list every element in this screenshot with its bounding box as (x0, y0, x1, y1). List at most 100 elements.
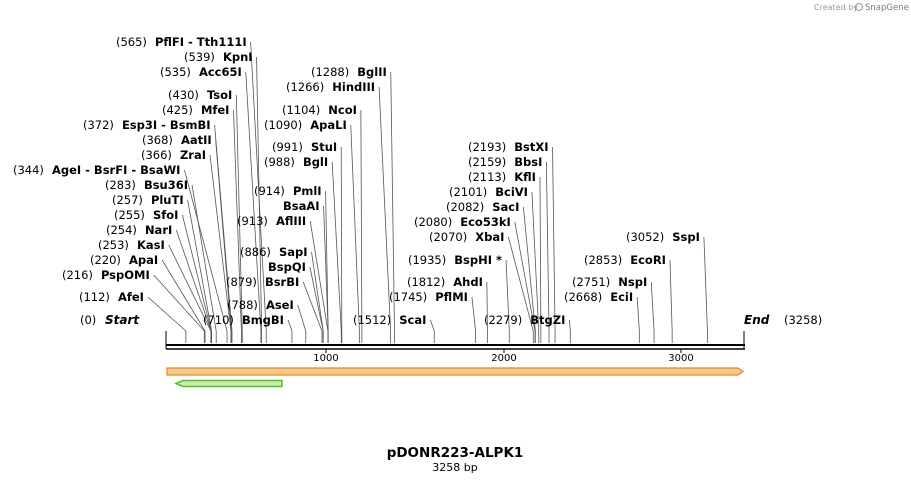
site-position: (788) (227, 298, 258, 312)
site-position: (2080) (414, 215, 452, 229)
site-name: EcoRI (630, 253, 666, 267)
site-label: (565) PflFI - Tth111I (116, 35, 247, 49)
site-name: Eco53kI (460, 215, 511, 229)
connector-line (669, 259, 673, 343)
feature-green-arrow (174, 379, 283, 388)
site-label: (257) PluTI (112, 193, 184, 207)
connector-line (531, 191, 540, 343)
site-position: (344) (13, 163, 44, 177)
connector-line (245, 71, 262, 343)
site-name: BsaAI (283, 199, 320, 213)
site-name: AfeI (118, 290, 144, 304)
site-position: (2279) (484, 313, 522, 327)
site-name: NcoI (328, 103, 357, 117)
connector-line (209, 154, 232, 343)
site-label: (283) Bsu36I (105, 178, 188, 192)
site-name: BbsI (514, 155, 542, 169)
site-label: (991) StuI (272, 140, 337, 154)
site-position: (1745) (389, 290, 427, 304)
site-position: (2101) (449, 185, 487, 199)
site-position: (216) (62, 268, 93, 282)
site-position: (255) (114, 208, 145, 222)
site-position: (1288) (311, 65, 349, 79)
site-name: BsrBI (265, 275, 299, 289)
site-name: XbaI (475, 230, 504, 244)
site-position: (425) (162, 103, 193, 117)
site-label: (914) PmlI (254, 184, 322, 198)
site-label: (1104) NcoI (282, 103, 357, 117)
site-label: (2159) BbsI (468, 155, 542, 169)
site-position: (535) (160, 65, 191, 79)
site-label: (253) KasI (98, 238, 165, 252)
site-label: (710) BmgBI (203, 313, 284, 327)
credit-brand: SnapGene (865, 3, 909, 13)
site-position: (1104) (282, 103, 320, 117)
end-position: (3258) (784, 313, 822, 327)
site-position: (2751) (572, 275, 610, 289)
connector-lines (147, 41, 708, 343)
site-label: (430) TsoI (168, 88, 232, 102)
site-position: (991) (272, 140, 303, 154)
site-name: KpnI (223, 50, 253, 64)
site-label: (913) AflIII (237, 214, 306, 228)
site-name: AatII (181, 133, 212, 147)
site-position: (1812) (407, 275, 445, 289)
site-label: (254) NarI (106, 223, 172, 237)
site-label: (2751) NspI (572, 275, 647, 289)
site-position: (1512) (353, 313, 391, 327)
connector-line (340, 146, 343, 343)
site-name: ApaLI (310, 118, 347, 132)
site-position: (366) (141, 148, 172, 162)
site-name: AgeI - BsrFI - BsaWI (52, 163, 181, 177)
site-label: (216) PspOMI (62, 268, 150, 282)
connector-line (552, 146, 556, 343)
site-name: PflFI - Tth111I (155, 35, 247, 49)
feature-orange-arrow (166, 367, 745, 376)
site-name: AflIII (276, 214, 306, 228)
connector-line (153, 274, 205, 343)
connector-line (636, 296, 640, 343)
site-name: TsoI (207, 88, 232, 102)
site-name: SspI (672, 230, 700, 244)
site-label: BsaAI (283, 199, 320, 213)
site-position: (2668) (564, 290, 602, 304)
connector-line (539, 176, 542, 343)
site-name: NspI (618, 275, 647, 289)
site-position: (1266) (286, 80, 324, 94)
connector-line (161, 259, 206, 343)
connector-line (650, 281, 655, 343)
connector-line (256, 56, 263, 343)
connector-line (568, 319, 571, 343)
site-name: PmlI (293, 184, 322, 198)
site-position: (2082) (446, 200, 484, 214)
site-label: (2193) BstXI (468, 140, 549, 154)
site-position: (430) (168, 88, 199, 102)
connector-line (191, 184, 217, 343)
site-name: BglI (303, 155, 328, 169)
tick-label-1000: 1000 (313, 353, 338, 364)
site-position: (254) (106, 223, 137, 237)
connector-line (331, 161, 342, 343)
site-label: (2853) EcoRI (584, 253, 666, 267)
site-position: (886) (240, 245, 271, 259)
site-name: AseI (266, 298, 294, 312)
site-position: (2113) (468, 170, 506, 184)
tick-label-2000: 2000 (491, 353, 516, 364)
connector-line (486, 281, 488, 343)
site-label: (1512) ScaI (353, 313, 426, 327)
site-label: (1266) HindIII (286, 80, 375, 94)
site-label: (2080) Eco53kI (414, 215, 511, 229)
connector-line (250, 41, 267, 343)
connector-line (233, 109, 242, 343)
connector-line (471, 296, 476, 343)
site-label: (372) Esp3I - BsmBI (83, 118, 211, 132)
site-label: (1935) BspHI * (408, 253, 502, 267)
connector-line (147, 296, 187, 343)
site-label: (344) AgeI - BsrFI - BsaWI (13, 163, 180, 177)
site-label: (535) Acc65I (160, 65, 242, 79)
site-position: (2853) (584, 253, 622, 267)
site-position: (112) (79, 290, 110, 304)
connector-line (309, 220, 329, 343)
site-name: BciVI (495, 185, 528, 199)
site-label: (2101) BciVI (449, 185, 528, 199)
